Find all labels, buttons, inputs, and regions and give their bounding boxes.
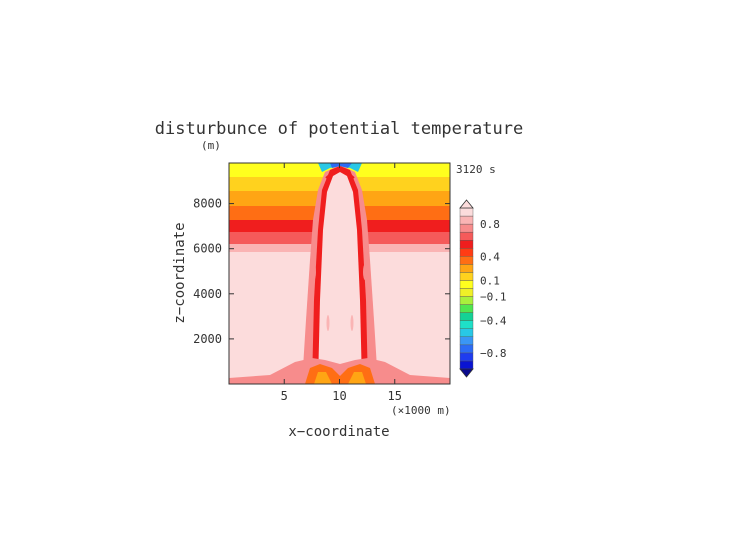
x-tick-label-2: 15 <box>388 389 402 403</box>
y-axis: 2000 4000 6000 8000 <box>193 197 450 346</box>
colorbar-swatch-9 <box>459 288 474 297</box>
plume-cap-cold-core <box>330 163 352 168</box>
unit-label: (m) <box>201 139 221 152</box>
colorbar: 0.8 0.4 0.1 −0.1 −0.4 −0.8 <box>459 199 507 378</box>
colorbar-swatch-19 <box>459 207 474 217</box>
colorbar-swatch-13 <box>459 256 474 265</box>
colorbar-swatch-3 <box>459 336 474 346</box>
colorbar-swatch-12 <box>459 264 474 273</box>
streak-mid-left <box>326 315 330 331</box>
x-axis-label: x−coordinate <box>288 424 389 440</box>
x-axis: 5 10 15 <box>281 163 402 403</box>
streak-right <box>363 264 367 280</box>
plot-area <box>229 163 450 384</box>
colorbar-swatch-16 <box>459 231 474 241</box>
colorbar-top-arrow <box>459 199 474 209</box>
x-tick-label-0: 5 <box>281 389 288 403</box>
colorbar-swatch-0 <box>459 360 474 370</box>
colorbar-swatch-18 <box>459 215 474 225</box>
y-tick-label-1: 4000 <box>193 287 222 301</box>
colorbar-label-5: −0.8 <box>480 347 507 360</box>
colorbar-swatch-17 <box>459 223 474 233</box>
colorbar-swatch-2 <box>459 344 474 354</box>
colorbar-bottom-arrow <box>459 368 474 378</box>
colorbar-swatch-11 <box>459 272 474 281</box>
colorbar-label-4: −0.4 <box>480 315 507 328</box>
time-label: 3120 s <box>456 163 496 176</box>
colorbar-swatch-5 <box>459 320 474 329</box>
colorbar-swatch-15 <box>459 239 474 249</box>
y-tick-label-2: 6000 <box>193 242 222 256</box>
colorbar-label-1: 0.4 <box>480 250 500 263</box>
y-tick-label-0: 2000 <box>193 332 222 346</box>
chart-title: disturbunce of potential temperature <box>155 119 523 139</box>
plume-cap-cold <box>318 163 362 172</box>
streak-mid-right <box>350 315 354 331</box>
y-axis-label: z−coordinate <box>172 222 188 323</box>
surface-layer-hot <box>314 372 366 384</box>
x-tick-label-1: 10 <box>332 389 346 403</box>
plume-core <box>318 172 362 384</box>
streak-left <box>312 264 316 280</box>
colorbar-swatch-8 <box>459 296 474 305</box>
colorbar-swatch-1 <box>459 352 474 362</box>
colorbar-swatch-7 <box>459 304 474 313</box>
plume-cap-rim <box>325 170 355 179</box>
surface-layer-outer <box>229 358 450 384</box>
colorbar-label-2: 0.1 <box>480 274 500 287</box>
colorbar-swatch-10 <box>459 280 474 289</box>
colorbar-swatch-4 <box>459 328 474 338</box>
x-axis-multiplier: (×1000 m) <box>391 404 451 417</box>
y-tick-label-3: 8000 <box>193 197 222 211</box>
colorbar-label-3: −0.1 <box>480 291 507 304</box>
colorbar-swatch-14 <box>459 248 474 257</box>
colorbar-label-0: 0.8 <box>480 218 500 231</box>
colorbar-swatch-6 <box>459 312 474 321</box>
